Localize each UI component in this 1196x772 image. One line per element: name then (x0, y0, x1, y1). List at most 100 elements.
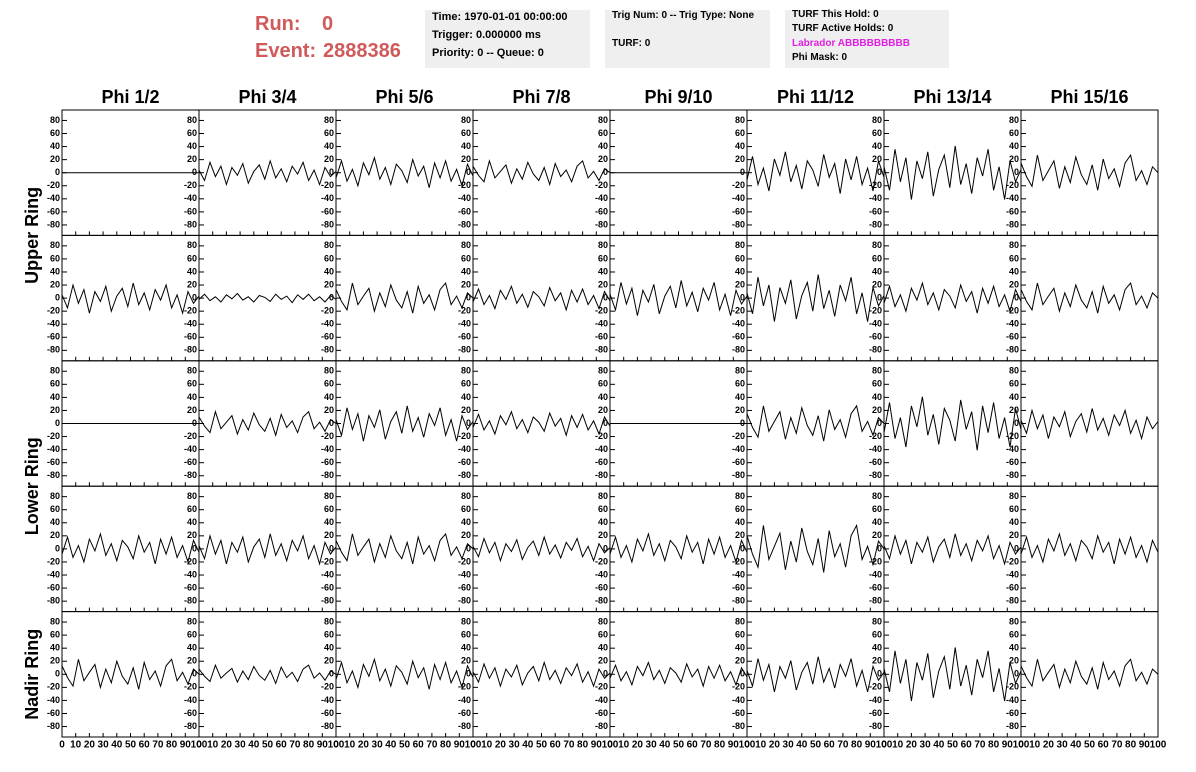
y-tick-label: 60 (1009, 504, 1019, 514)
waveform (746, 274, 885, 322)
y-tick-label: -40 (184, 444, 197, 454)
y-tick-label: 80 (324, 491, 334, 501)
y-tick-label: -80 (47, 219, 60, 229)
y-tick-label: 20 (187, 279, 197, 289)
y-tick-label: 0 (466, 418, 471, 428)
waveform (198, 292, 337, 304)
y-tick-label: 20 (1009, 656, 1019, 666)
y-tick-label: -60 (321, 332, 334, 342)
y-tick-label: -60 (184, 582, 197, 592)
x-tick-label: 0 (744, 740, 750, 751)
y-tick-label: -40 (869, 695, 882, 705)
y-tick-label: 80 (872, 115, 882, 125)
y-tick-label: 60 (461, 253, 471, 263)
x-tick-label: 50 (262, 740, 274, 751)
y-tick-label: 80 (187, 115, 197, 125)
y-tick-label: -20 (458, 431, 471, 441)
y-tick-label: 40 (1009, 266, 1019, 276)
x-tick-label: 10 (755, 740, 767, 751)
y-tick-label: 80 (1009, 240, 1019, 250)
info-text: Trig Num: 0 -- Trig Type: None (612, 10, 754, 21)
y-tick-label: 40 (598, 141, 608, 151)
y-tick-label: -20 (184, 180, 197, 190)
y-tick-label: 40 (735, 517, 745, 527)
x-tick-label: 100 (1013, 740, 1030, 751)
x-tick-label: 90 (180, 740, 192, 751)
row-label: Nadir Ring (22, 629, 42, 720)
info-text: Labrador ABBBBBBBBB (792, 38, 910, 49)
panel-frame (1020, 485, 1159, 613)
y-tick-label: -20 (869, 556, 882, 566)
y-tick-label: 40 (187, 643, 197, 653)
info-box (605, 10, 770, 68)
waveform (609, 280, 748, 316)
y-tick-label: -60 (321, 206, 334, 216)
y-tick-label: 80 (187, 240, 197, 250)
y-tick-label: -60 (595, 582, 608, 592)
y-tick-label: -20 (458, 306, 471, 316)
y-tick-label: 60 (598, 629, 608, 639)
x-tick-label: 100 (876, 740, 893, 751)
x-tick-label: 90 (454, 740, 466, 751)
x-tick-label: 60 (687, 740, 699, 751)
y-tick-label: 80 (872, 491, 882, 501)
y-tick-label: 0 (1014, 543, 1019, 553)
waveform (609, 532, 748, 565)
y-tick-label: 80 (598, 616, 608, 626)
info-text: TURF Active Holds: 0 (792, 23, 894, 34)
y-tick-label: 80 (1009, 366, 1019, 376)
y-tick-label: -20 (1006, 180, 1019, 190)
y-tick-label: 80 (735, 115, 745, 125)
x-tick-label: 0 (470, 740, 476, 751)
y-tick-label: 60 (324, 253, 334, 263)
y-tick-label: -20 (732, 682, 745, 692)
x-tick-label: 70 (837, 740, 849, 751)
x-tick-label: 30 (98, 740, 110, 751)
y-tick-label: 60 (324, 504, 334, 514)
y-tick-label: -40 (869, 319, 882, 329)
info-box (785, 10, 949, 68)
y-tick-label: 20 (50, 656, 60, 666)
y-tick-label: 20 (735, 530, 745, 540)
y-tick-label: 20 (1009, 405, 1019, 415)
y-tick-label: 60 (872, 128, 882, 138)
y-tick-label: 40 (50, 141, 60, 151)
x-tick-label: 80 (440, 740, 452, 751)
x-tick-label: 40 (385, 740, 397, 751)
y-tick-label: 0 (192, 292, 197, 302)
y-tick-label: -60 (595, 332, 608, 342)
x-tick-label: 90 (591, 740, 603, 751)
y-tick-label: 80 (598, 491, 608, 501)
y-tick-label: 60 (735, 504, 745, 514)
y-tick-label: 0 (877, 543, 882, 553)
y-tick-label: 20 (872, 530, 882, 540)
panel-frame (883, 360, 1022, 487)
waveform (198, 663, 337, 685)
info-text: Priority: 0 -- Queue: 0 (432, 47, 544, 59)
x-tick-label: 60 (1098, 740, 1110, 751)
waveform (198, 533, 337, 566)
y-tick-label: 60 (50, 253, 60, 263)
x-tick-label: 100 (191, 740, 208, 751)
info-text: Phi Mask: 0 (792, 52, 847, 63)
y-tick-label: 80 (872, 240, 882, 250)
y-tick-label: -40 (869, 193, 882, 203)
y-tick-label: 20 (872, 656, 882, 666)
y-tick-label: -40 (732, 319, 745, 329)
x-tick-label: 40 (111, 740, 123, 751)
y-tick-label: 60 (872, 629, 882, 639)
y-tick-label: -80 (595, 345, 608, 355)
y-tick-label: 40 (187, 392, 197, 402)
x-tick-label: 30 (1057, 740, 1069, 751)
y-tick-label: 0 (466, 669, 471, 679)
y-tick-label: 40 (1009, 643, 1019, 653)
y-tick-label: 20 (598, 530, 608, 540)
waveform (883, 281, 1022, 314)
y-tick-label: -80 (1006, 345, 1019, 355)
y-tick-label: -20 (595, 306, 608, 316)
y-tick-label: 20 (735, 656, 745, 666)
y-tick-label: 0 (877, 418, 882, 428)
x-tick-label: 90 (1139, 740, 1151, 751)
